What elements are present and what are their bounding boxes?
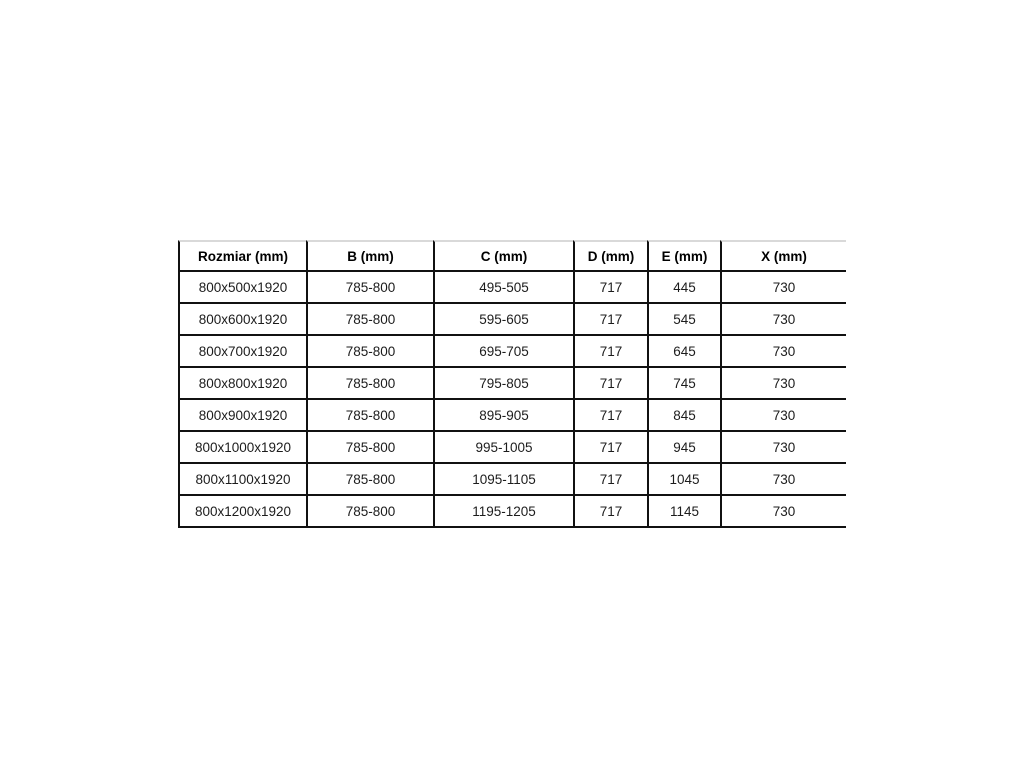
table-cell: 730	[720, 432, 846, 464]
table-cell: 800x1100x1920	[178, 464, 306, 496]
table-cell: 800x500x1920	[178, 272, 306, 304]
table-cell: 717	[573, 304, 647, 336]
table-cell: 717	[573, 336, 647, 368]
table-cell: 1195-1205	[433, 496, 573, 528]
table-cell: 717	[573, 272, 647, 304]
table-cell: 845	[647, 400, 720, 432]
table-cell: 785-800	[306, 432, 433, 464]
table-cell: 730	[720, 464, 846, 496]
table-row: 800x900x1920 785-800 895-905 717 845 730	[178, 400, 846, 432]
table-cell: 800x1000x1920	[178, 432, 306, 464]
table-cell: 645	[647, 336, 720, 368]
table-cell: 785-800	[306, 368, 433, 400]
table-cell: 495-505	[433, 272, 573, 304]
table-cell: 785-800	[306, 272, 433, 304]
table-cell: 445	[647, 272, 720, 304]
table-cell: 800x700x1920	[178, 336, 306, 368]
table-cell: 717	[573, 496, 647, 528]
table-cell: 795-805	[433, 368, 573, 400]
table-row: 800x800x1920 785-800 795-805 717 745 730	[178, 368, 846, 400]
table-cell: 730	[720, 336, 846, 368]
table-cell: 695-705	[433, 336, 573, 368]
table-cell: 785-800	[306, 304, 433, 336]
table-cell: 785-800	[306, 400, 433, 432]
table-cell: 800x600x1920	[178, 304, 306, 336]
table-cell: 717	[573, 432, 647, 464]
table-cell: 800x800x1920	[178, 368, 306, 400]
table-cell: 785-800	[306, 464, 433, 496]
table-cell: 785-800	[306, 496, 433, 528]
column-header-b: B (mm)	[306, 240, 433, 272]
table-cell: 730	[720, 400, 846, 432]
column-header-x: X (mm)	[720, 240, 846, 272]
table-cell: 895-905	[433, 400, 573, 432]
dimensions-table: Rozmiar (mm) B (mm) C (mm) D (mm) E (mm)…	[178, 240, 846, 528]
table-cell: 717	[573, 368, 647, 400]
table-cell: 945	[647, 432, 720, 464]
table-row: 800x700x1920 785-800 695-705 717 645 730	[178, 336, 846, 368]
table-body: 800x500x1920 785-800 495-505 717 445 730 800x6…	[178, 272, 846, 528]
table-cell: 595-605	[433, 304, 573, 336]
table-cell: 995-1005	[433, 432, 573, 464]
column-header-c: C (mm)	[433, 240, 573, 272]
table-row: 800x500x1920 785-800 495-505 717 445 730	[178, 272, 846, 304]
table-row: 800x600x1920 785-800 595-605 717 545 730	[178, 304, 846, 336]
table-cell: 730	[720, 304, 846, 336]
table-cell: 717	[573, 400, 647, 432]
table-cell: 730	[720, 496, 846, 528]
column-header-rozmiar: Rozmiar (mm)	[178, 240, 306, 272]
table-row: 800x1100x1920 785-800 1095-1105 717 1045 730	[178, 464, 846, 496]
table-cell: 785-800	[306, 336, 433, 368]
table-cell: 1095-1105	[433, 464, 573, 496]
table-cell: 800x1200x1920	[178, 496, 306, 528]
table-row: 800x1000x1920 785-800 995-1005 717 945 730	[178, 432, 846, 464]
table-cell: 730	[720, 272, 846, 304]
table-header-row: Rozmiar (mm) B (mm) C (mm) D (mm) E (mm)…	[178, 240, 846, 272]
table-cell: 800x900x1920	[178, 400, 306, 432]
table-row: 800x1200x1920 785-800 1195-1205 717 1145 730	[178, 496, 846, 528]
column-header-e: E (mm)	[647, 240, 720, 272]
table-cell: 745	[647, 368, 720, 400]
table-cell: 717	[573, 464, 647, 496]
table-cell: 1145	[647, 496, 720, 528]
table-cell: 545	[647, 304, 720, 336]
column-header-d: D (mm)	[573, 240, 647, 272]
table-cell: 730	[720, 368, 846, 400]
table-cell: 1045	[647, 464, 720, 496]
table-header: Rozmiar (mm) B (mm) C (mm) D (mm) E (mm)…	[178, 240, 846, 272]
